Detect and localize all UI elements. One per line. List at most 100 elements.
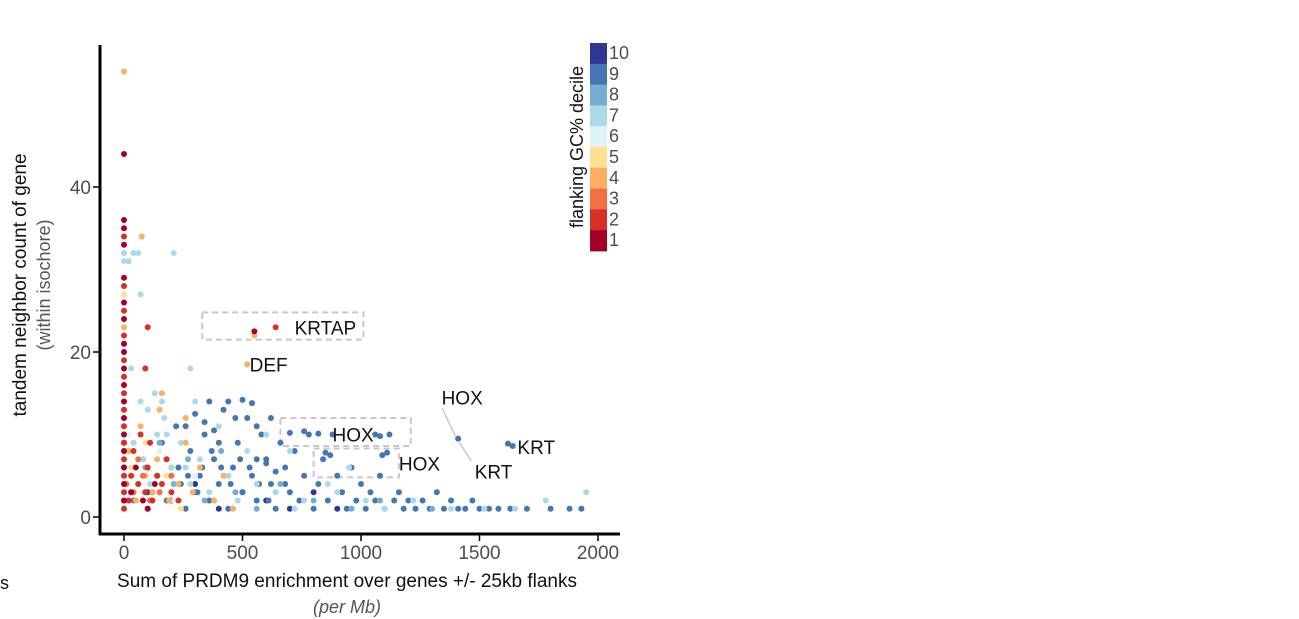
data-point-decile-7: [291, 505, 298, 512]
data-point-decile-2: [135, 481, 142, 487]
data-point-decile-3: [168, 472, 175, 479]
data-point-decile-7: [130, 439, 137, 446]
data-point-decile-1: [121, 299, 127, 306]
data-point-decile-1: [121, 448, 127, 454]
data-point-decile-7: [137, 291, 144, 298]
data-point-decile-8: [277, 481, 284, 487]
data-point-decile-2: [163, 456, 170, 463]
gene-label: HOX: [442, 388, 484, 409]
data-point-decile-7: [154, 431, 161, 438]
data-point-decile-9: [384, 449, 391, 456]
annotation-leader: [441, 407, 457, 437]
data-point-decile-9: [462, 505, 469, 512]
data-point-decile-1: [144, 505, 151, 512]
data-point-decile-4: [220, 472, 227, 479]
data-point-decile-1: [121, 316, 127, 322]
data-point-decile-4: [121, 68, 127, 75]
data-point-decile-2: [121, 505, 127, 512]
data-point-decile-9: [194, 489, 201, 496]
x-tick-label: 1000: [340, 543, 382, 564]
data-point-decile-8: [376, 497, 383, 504]
data-point-decile-9: [485, 505, 492, 512]
data-point-decile-5: [121, 291, 127, 298]
data-point-decile-9: [291, 448, 298, 454]
data-point-decile-7: [135, 250, 142, 256]
data-point-decile-7: [170, 250, 177, 256]
gene-label: KRT: [517, 438, 555, 459]
x-axis-title: Sum of PRDM9 enrichment over genes +/- 2…: [117, 571, 577, 592]
data-point-decile-7: [128, 365, 135, 372]
y-axis-title: tandem neighbor count of gene: [10, 153, 31, 416]
data-point-decile-9: [329, 431, 336, 438]
data-point-decile-8: [170, 481, 177, 487]
data-point-decile-9: [405, 497, 412, 504]
data-point-decile-9: [187, 448, 194, 454]
data-point-decile-4: [154, 456, 161, 463]
data-point-decile-2: [121, 357, 127, 364]
data-point-decile-1: [121, 349, 127, 355]
annotation-box: [279, 417, 412, 448]
data-point-decile-10: [310, 489, 317, 496]
gene-label: HOX: [333, 426, 375, 447]
data-point-decile-9: [372, 431, 379, 438]
data-point-decile-2: [149, 497, 156, 504]
data-point-decile-2: [121, 472, 127, 479]
data-point-decile-9: [220, 406, 227, 413]
data-point-decile-4: [121, 324, 127, 331]
x-axis-ticks: 0 500 1000 1500 2000: [119, 535, 619, 564]
data-point-decile-9: [218, 464, 225, 471]
data-point-decile-9: [196, 472, 203, 479]
data-point-decile-7: [346, 464, 353, 471]
data-point-decile-9: [448, 497, 455, 504]
legend-label: 7: [609, 105, 619, 125]
x-tick-label: 1500: [458, 543, 500, 564]
legend-label: 5: [609, 147, 619, 167]
data-point-decile-7: [542, 497, 549, 504]
legend-swatch-1: [590, 230, 607, 252]
data-point-decile-9: [175, 464, 182, 471]
legend-swatch-10: [590, 43, 607, 65]
data-point-decile-7: [272, 489, 279, 496]
data-point-decile-9: [339, 489, 346, 496]
data-point-decile-6: [170, 497, 177, 504]
data-point-decile-9: [239, 396, 246, 403]
data-point-decile-2: [142, 365, 149, 372]
data-point-decile-1: [121, 415, 127, 421]
data-point-decile-7: [334, 489, 341, 496]
data-point-decile-9: [206, 497, 213, 504]
data-point-decile-9: [215, 481, 222, 487]
data-point-decile-1: [121, 274, 127, 281]
data-point-decile-2: [121, 373, 127, 380]
data-point-decile-7: [263, 431, 270, 438]
data-point-decile-1: [121, 241, 127, 248]
data-point-decile-7: [381, 505, 388, 512]
data-point-decile-2: [128, 472, 135, 479]
data-point-decile-7: [196, 456, 203, 463]
data-point-decile-2: [125, 497, 132, 504]
data-point-decile-9: [272, 505, 279, 512]
data-point-decile-7: [410, 497, 417, 504]
legend-swatch-6: [590, 126, 607, 148]
data-point-decile-9: [507, 505, 514, 512]
legend-swatch-4: [590, 167, 607, 189]
data-point-decile-4: [211, 497, 218, 504]
data-point-decile-1: [139, 497, 146, 504]
legend-swatch-7: [590, 105, 607, 127]
data-point-decile-9: [353, 497, 360, 504]
data-point-decile-9: [315, 430, 322, 437]
data-point-decile-9: [267, 415, 274, 421]
data-point-decile-9: [286, 429, 293, 436]
data-point-decile-9: [201, 419, 208, 426]
data-point-decile-10: [192, 481, 199, 487]
data-point-decile-8: [348, 505, 355, 512]
cropped-text: s: [0, 573, 9, 593]
data-point-decile-9: [376, 472, 383, 479]
data-point-decile-2: [130, 448, 137, 454]
data-point-decile-9: [367, 489, 374, 496]
data-point-decile-1: [121, 151, 127, 157]
data-point-decile-7: [130, 250, 137, 256]
data-point-decile-9: [376, 433, 383, 440]
data-point-decile-7: [187, 365, 194, 372]
data-point-decile-9: [248, 472, 255, 479]
